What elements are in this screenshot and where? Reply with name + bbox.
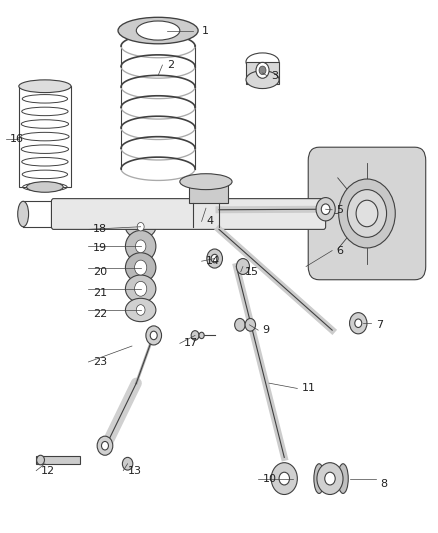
Text: 5: 5 [336,205,343,215]
Circle shape [37,455,45,465]
Ellipse shape [136,21,180,40]
Ellipse shape [21,132,69,141]
Circle shape [259,66,266,75]
Circle shape [235,318,245,331]
Ellipse shape [180,174,232,190]
Circle shape [199,332,204,338]
Circle shape [339,179,395,248]
Text: 23: 23 [93,357,107,367]
Text: 18: 18 [93,224,107,235]
Circle shape [356,200,378,227]
Circle shape [136,305,145,316]
FancyBboxPatch shape [51,199,325,229]
Ellipse shape [314,464,324,494]
Ellipse shape [246,71,279,88]
FancyBboxPatch shape [308,147,426,280]
Ellipse shape [271,463,297,495]
Circle shape [191,330,199,340]
Text: 9: 9 [262,325,270,335]
Text: 19: 19 [93,243,107,253]
Ellipse shape [22,107,68,116]
Text: 13: 13 [127,466,141,475]
Circle shape [97,436,113,455]
Circle shape [355,319,362,327]
Text: 20: 20 [93,267,107,277]
Ellipse shape [23,183,67,191]
Circle shape [321,204,330,215]
Bar [36,456,80,464]
Ellipse shape [27,182,63,192]
Circle shape [347,190,387,237]
Circle shape [122,457,133,470]
Text: 11: 11 [302,383,316,393]
Ellipse shape [125,230,156,262]
Text: 21: 21 [93,288,107,298]
Ellipse shape [22,94,67,103]
Text: 1: 1 [201,26,208,36]
Circle shape [134,281,147,296]
Bar [19,86,71,187]
Ellipse shape [125,253,156,282]
Text: 4: 4 [206,216,213,227]
Ellipse shape [21,120,69,128]
Text: 6: 6 [336,246,343,256]
Ellipse shape [125,215,156,238]
Circle shape [146,326,162,345]
Ellipse shape [21,145,69,154]
Text: 15: 15 [245,267,259,277]
Ellipse shape [316,198,335,221]
Circle shape [279,472,290,485]
Ellipse shape [22,158,68,166]
Text: 14: 14 [206,256,220,266]
Ellipse shape [237,259,250,274]
Text: 7: 7 [376,320,383,330]
Circle shape [137,222,144,231]
Circle shape [245,318,255,331]
Ellipse shape [118,17,198,44]
Bar [246,62,279,84]
Circle shape [150,331,157,340]
Ellipse shape [338,464,348,494]
Circle shape [256,62,269,78]
Ellipse shape [246,53,279,71]
Text: 3: 3 [271,70,278,80]
Circle shape [102,441,109,450]
Text: 8: 8 [380,479,387,489]
Text: 16: 16 [10,134,24,144]
Ellipse shape [317,463,343,495]
Ellipse shape [19,80,71,93]
Text: 12: 12 [41,466,55,475]
Ellipse shape [350,313,367,334]
Circle shape [325,472,335,485]
Circle shape [211,254,218,263]
Ellipse shape [18,201,28,227]
Ellipse shape [125,275,156,303]
Text: 2: 2 [167,60,174,70]
Circle shape [135,240,146,253]
Ellipse shape [23,82,67,91]
Ellipse shape [207,249,223,268]
Text: 10: 10 [262,474,276,483]
Text: 17: 17 [184,338,198,349]
Text: 22: 22 [93,309,107,319]
Ellipse shape [125,298,156,321]
Circle shape [134,260,147,275]
Ellipse shape [22,170,67,179]
Bar [188,182,228,203]
